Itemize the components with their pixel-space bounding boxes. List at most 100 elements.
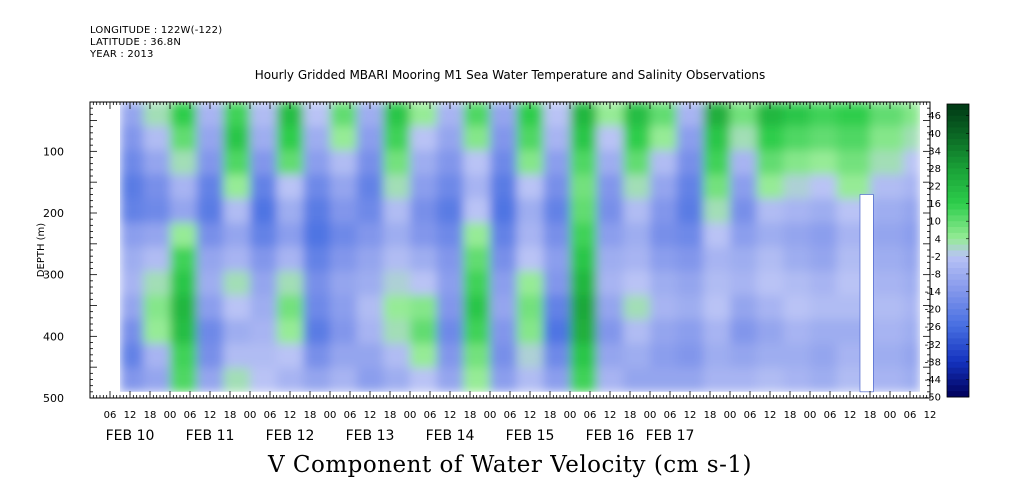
heatmap-cell — [490, 198, 518, 224]
heatmap-cell — [223, 126, 251, 151]
heatmap-cell — [170, 126, 198, 151]
heatmap-cell — [756, 367, 784, 393]
x-hour-label: 18 — [144, 410, 157, 421]
x-axis-title: V Component of Water Velocity (cm s-1) — [268, 452, 752, 478]
heatmap-cell — [276, 174, 304, 200]
heatmap-cell — [623, 222, 651, 248]
heatmap-cell — [490, 295, 518, 320]
x-hour-label: 06 — [504, 410, 517, 421]
heatmap-cell — [570, 343, 598, 369]
axis-ticks — [89, 101, 931, 399]
colorbar-label: 10 — [928, 217, 941, 228]
colorbar-swatch — [947, 215, 969, 222]
colorbar-swatch — [947, 256, 969, 263]
colorbar-label: 16 — [928, 199, 941, 210]
colorbar-swatch — [947, 279, 969, 287]
heatmap-cell — [650, 150, 678, 175]
x-day-label: FEB 16 — [586, 428, 635, 444]
heatmap-cell — [250, 319, 278, 345]
heatmap-cell — [903, 367, 921, 393]
heatmap-cell — [543, 198, 571, 224]
heatmap-cell — [570, 126, 598, 151]
colorbar: 46 40 34 28 22 16 10 4 -2 -8 -14 -20 -26 -32 -38 -44 -50 — [925, 103, 970, 404]
colorbar-swatch — [947, 238, 969, 246]
colorbar-swatch — [947, 180, 969, 187]
x-hour-label: 00 — [244, 410, 257, 421]
heatmap-cell — [276, 126, 304, 151]
colorbar-label: -20 — [925, 305, 941, 316]
heatmap-cell — [650, 295, 678, 320]
heatmap-cell — [143, 126, 171, 151]
colorbar-swatch — [947, 197, 969, 205]
x-hour-label: 06 — [424, 410, 437, 421]
colorbar-swatch — [947, 350, 969, 357]
heatmap-cell — [223, 222, 251, 248]
heatmap-cell — [596, 126, 624, 151]
x-hour-label: 06 — [264, 410, 277, 421]
x-hour-label: 18 — [464, 410, 477, 421]
heatmap-cell — [276, 246, 304, 272]
heatmap-cell — [676, 150, 704, 175]
heatmap-cell — [356, 126, 384, 151]
colorbar-label: -8 — [931, 269, 941, 280]
heatmap-cell — [596, 271, 624, 296]
heatmap-cell — [383, 246, 411, 272]
heatmap-cell — [756, 150, 784, 175]
heatmap-cell — [276, 271, 304, 296]
x-day-label: FEB 10 — [106, 428, 155, 444]
heatmap-cell — [276, 150, 304, 175]
heatmap-cell — [543, 271, 571, 296]
x-hour-label: 18 — [544, 410, 557, 421]
heatmap-cell — [170, 295, 198, 320]
heatmap-cell — [903, 174, 921, 200]
heatmap-cell — [276, 222, 304, 248]
heatmap-cell — [596, 198, 624, 224]
heatmap-cell — [570, 246, 598, 272]
heatmap-cell — [223, 150, 251, 175]
heatmap-cell — [703, 174, 731, 200]
heatmap-cell — [330, 150, 358, 175]
heatmap-cell — [516, 246, 544, 272]
heatmap-cell — [196, 367, 224, 393]
heatmap-cell — [463, 271, 491, 296]
x-hour-label: 12 — [524, 410, 537, 421]
colorbar-label: -32 — [925, 340, 941, 351]
heatmap-cell — [463, 343, 491, 369]
heatmap-cell — [516, 198, 544, 224]
heatmap-cell — [676, 198, 704, 224]
colorbar-swatch — [947, 361, 969, 369]
heatmap-cell — [196, 174, 224, 200]
x-hour-label: 00 — [484, 410, 497, 421]
x-day-label: FEB 11 — [186, 428, 235, 444]
heatmap-cell — [330, 198, 358, 224]
heatmap-cell — [196, 222, 224, 248]
colorbar-swatch — [947, 104, 969, 111]
heatmap-cell — [543, 319, 571, 345]
x-hour-label: 00 — [644, 410, 657, 421]
heatmap-cell — [810, 222, 838, 248]
heatmap-cell — [596, 319, 624, 345]
colorbar-swatch — [947, 268, 969, 275]
heatmap-cell — [783, 343, 811, 369]
heatmap-cell — [383, 295, 411, 320]
heatmap-cell — [730, 367, 758, 393]
heatmap-cell — [303, 246, 331, 272]
heatmap-cell — [356, 271, 384, 296]
heatmap-cell — [490, 150, 518, 175]
colorbar-swatch — [947, 209, 969, 216]
colorbar-swatch — [947, 121, 969, 128]
heatmap-cell — [596, 295, 624, 320]
heatmap-cell — [410, 150, 438, 175]
heatmap-cell — [703, 343, 731, 369]
heatmap-cell — [903, 126, 921, 151]
heatmap-cell — [650, 319, 678, 345]
heatmap-cell — [676, 246, 704, 272]
x-hour-label: 12 — [844, 410, 857, 421]
x-day-label: FEB 17 — [646, 428, 695, 444]
x-hour-label: 00 — [164, 410, 177, 421]
colorbar-label: 40 — [928, 129, 941, 140]
heatmap-cell — [810, 295, 838, 320]
heatmap-cell — [703, 102, 731, 127]
heatmap-cell — [650, 343, 678, 369]
heatmap-cell — [170, 150, 198, 175]
